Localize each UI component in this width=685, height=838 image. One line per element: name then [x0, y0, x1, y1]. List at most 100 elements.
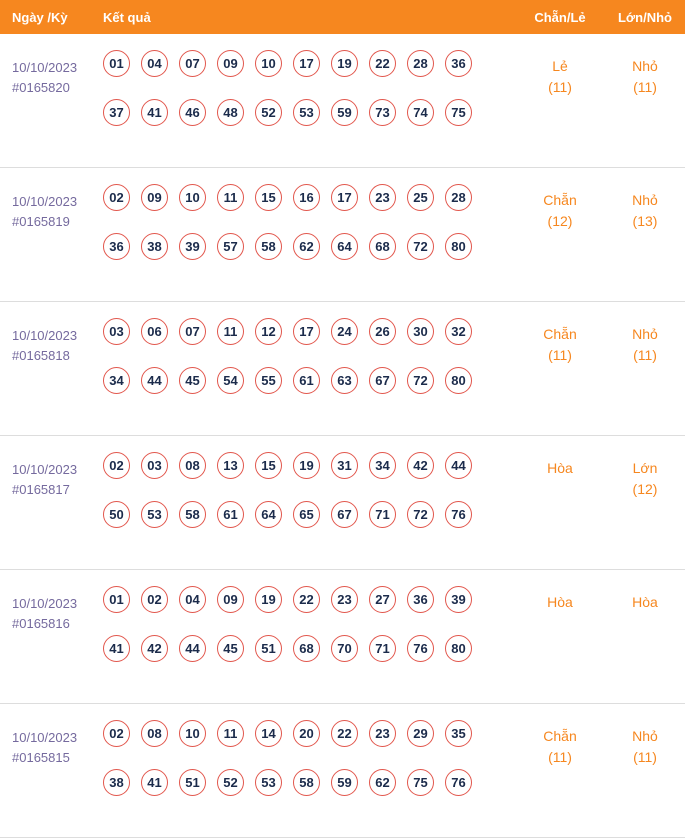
ball-line: 37 41 46 48 52 53 59 73 74 75	[103, 99, 515, 126]
number-ball: 30	[407, 318, 434, 345]
ball-line: 38 41 51 52 53 58 59 62 75 76	[103, 769, 515, 796]
big-small-label: Nhỏ	[632, 192, 658, 208]
number-ball: 09	[141, 184, 168, 211]
number-ball: 68	[369, 233, 396, 260]
number-ball: 46	[179, 99, 206, 126]
ball-line: 03 06 07 11 12 17 24 26 30 32	[103, 318, 515, 345]
number-ball: 02	[103, 184, 130, 211]
draw-date-cell: 10/10/2023 #0165820	[0, 50, 100, 147]
col-header-date: Ngày /Kỳ	[12, 9, 68, 25]
number-ball: 50	[103, 501, 130, 528]
number-ball: 38	[103, 769, 130, 796]
even-odd-cell: Lẻ (11)	[515, 50, 605, 147]
number-ball: 51	[179, 769, 206, 796]
number-ball: 59	[331, 99, 358, 126]
result-numbers: 02 08 10 11 14 20 22 23 29 35 38 41 51 52 53 58 59 62 75 76	[100, 720, 515, 817]
number-ball: 02	[103, 720, 130, 747]
number-ball: 10	[179, 184, 206, 211]
number-ball: 17	[293, 50, 320, 77]
number-ball: 02	[103, 452, 130, 479]
number-ball: 41	[103, 635, 130, 662]
number-ball: 41	[141, 99, 168, 126]
even-odd-cell: Chẵn (11)	[515, 318, 605, 415]
table-header-row: Ngày /Kỳ Kết quả Chẵn/Lẻ Lớn/Nhỏ	[0, 0, 685, 34]
number-ball: 11	[217, 720, 244, 747]
number-ball: 17	[331, 184, 358, 211]
draw-id: #0165817	[12, 482, 70, 498]
ball-line: 02 03 08 13 15 19 31 34 42 44	[103, 452, 515, 479]
number-ball: 23	[369, 184, 396, 211]
number-ball: 03	[103, 318, 130, 345]
big-small-label: Nhỏ	[632, 326, 658, 342]
number-ball: 41	[141, 769, 168, 796]
number-ball: 15	[255, 184, 282, 211]
big-small-count: (13)	[632, 213, 658, 229]
number-ball: 58	[255, 233, 282, 260]
number-ball: 53	[141, 501, 168, 528]
draw-date: 10/10/2023	[12, 462, 78, 477]
number-ball: 54	[217, 367, 244, 394]
big-small-cell: Nhỏ (11)	[605, 318, 685, 415]
table-row: 10/10/2023 #0165820 01 04 07 09 10 17 19 22 28 36 37…	[0, 34, 685, 168]
number-ball: 48	[217, 99, 244, 126]
number-ball: 08	[179, 452, 206, 479]
number-ball: 25	[407, 184, 434, 211]
table-row: 10/10/2023 #0165818 03 06 07 11 12 17 24 26 30 32 34…	[0, 302, 685, 436]
number-ball: 71	[369, 635, 396, 662]
number-ball: 76	[445, 769, 472, 796]
number-ball: 55	[255, 367, 282, 394]
col-header-even-odd: Chẵn/Lẻ	[534, 9, 586, 25]
draw-id: #0165819	[12, 214, 70, 230]
result-numbers: 02 09 10 11 15 16 17 23 25 28 36 38 39 57 58 62 64 68 72 80	[100, 184, 515, 281]
number-ball: 19	[293, 452, 320, 479]
number-ball: 80	[445, 635, 472, 662]
even-odd-cell: Chẵn (11)	[515, 720, 605, 817]
draw-date-cell: 10/10/2023 #0165816	[0, 586, 100, 683]
number-ball: 61	[293, 367, 320, 394]
ball-line: 50 53 58 61 64 65 67 71 72 76	[103, 501, 515, 528]
table-row: 10/10/2023 #0165816 01 02 04 09 19 22 23 27 36 39 41…	[0, 570, 685, 704]
number-ball: 22	[369, 50, 396, 77]
draw-date-cell: 10/10/2023 #0165817	[0, 452, 100, 549]
big-small-label: Nhỏ	[632, 58, 658, 74]
number-ball: 11	[217, 318, 244, 345]
draw-date-cell: 10/10/2023 #0165815	[0, 720, 100, 817]
number-ball: 09	[217, 586, 244, 613]
big-small-cell: Nhỏ (13)	[605, 184, 685, 281]
number-ball: 08	[141, 720, 168, 747]
number-ball: 04	[179, 586, 206, 613]
number-ball: 52	[255, 99, 282, 126]
number-ball: 76	[407, 635, 434, 662]
even-odd-label: Hòa	[547, 460, 573, 476]
number-ball: 36	[445, 50, 472, 77]
number-ball: 16	[293, 184, 320, 211]
number-ball: 06	[141, 318, 168, 345]
number-ball: 68	[293, 635, 320, 662]
number-ball: 28	[445, 184, 472, 211]
col-header-big-small: Lớn/Nhỏ	[617, 9, 672, 25]
number-ball: 37	[103, 99, 130, 126]
ball-line: 02 08 10 11 14 20 22 23 29 35	[103, 720, 515, 747]
number-ball: 31	[331, 452, 358, 479]
even-odd-label: Chẵn	[543, 728, 577, 744]
even-odd-label: Hòa	[547, 594, 573, 610]
number-ball: 24	[331, 318, 358, 345]
number-ball: 44	[141, 367, 168, 394]
number-ball: 67	[369, 367, 396, 394]
number-ball: 01	[103, 50, 130, 77]
result-numbers: 03 06 07 11 12 17 24 26 30 32 34 44 45 54 55 61 63 67 72 80	[100, 318, 515, 415]
number-ball: 34	[103, 367, 130, 394]
even-odd-cell: Chẵn (12)	[515, 184, 605, 281]
number-ball: 29	[407, 720, 434, 747]
number-ball: 51	[255, 635, 282, 662]
number-ball: 44	[179, 635, 206, 662]
number-ball: 02	[141, 586, 168, 613]
even-odd-label: Chẵn	[543, 326, 577, 342]
even-odd-count: (12)	[547, 213, 573, 229]
number-ball: 76	[445, 501, 472, 528]
big-small-count: (11)	[633, 347, 657, 363]
draw-date: 10/10/2023	[12, 194, 78, 209]
big-small-label: Hòa	[632, 594, 658, 610]
number-ball: 19	[331, 50, 358, 77]
number-ball: 11	[217, 184, 244, 211]
